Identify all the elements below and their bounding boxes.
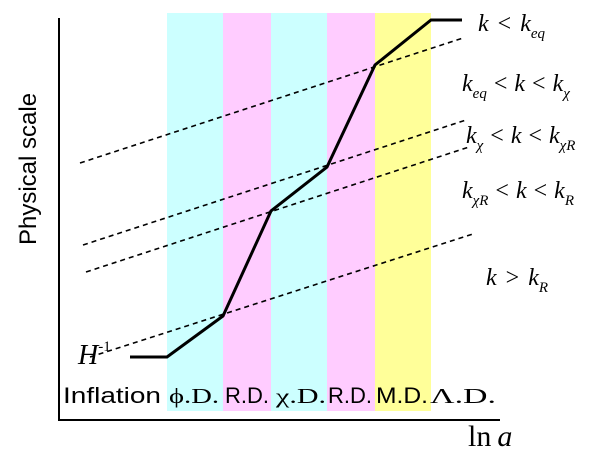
era-label-inflation: Inflation	[63, 383, 161, 408]
hubble-symbol: H	[77, 340, 100, 371]
x-axis-label-var: a	[497, 420, 512, 450]
mode-2-k: k	[514, 71, 525, 97]
mode-3-lower-sub: χ	[475, 138, 484, 154]
mode-line-1	[79, 37, 464, 164]
era-label-phi-dominated: ϕ.D.	[169, 384, 219, 408]
era-label-matter-dominated: M.D.	[376, 383, 428, 408]
hubble-exponent: -1	[98, 339, 111, 355]
era-label-lambda-dominated: Λ.D.	[430, 384, 496, 408]
mode-1-op: <	[498, 11, 512, 37]
mode-4-op-right: <	[534, 178, 548, 204]
mode-line-3	[85, 146, 470, 273]
hubble-radius-curve	[130, 18, 462, 359]
mode-3-k: k	[511, 123, 522, 149]
era-labels: Inflation ϕ.D. R.D. χ.D. R.D. M.D. Λ.D.	[63, 383, 496, 408]
mode-5-op: >	[506, 265, 520, 291]
mode-4-lower: k	[462, 178, 473, 204]
mode-5-bound-sub: R	[538, 280, 548, 296]
mode-3-upper: k	[549, 123, 560, 149]
era-band-phi-dominated	[167, 13, 223, 411]
mode-1-k: k	[478, 11, 489, 37]
mode-3-upper-sub: χR	[558, 138, 576, 154]
era-label-chi-dominated: χ.D.	[275, 384, 326, 408]
mode-1-bound: k	[520, 11, 531, 37]
mode-label-5: k > kR	[486, 265, 548, 296]
mode-3-op-left: <	[490, 123, 504, 149]
mode-4-k: k	[516, 178, 527, 204]
era-label-radiation-1: R.D.	[225, 383, 269, 408]
mode-3-lower: k	[466, 123, 477, 149]
mode-label-4: kχR < k < kR	[462, 178, 574, 209]
mode-4-lower-sub: χR	[471, 193, 489, 209]
mode-2-lower-sub: eq	[473, 86, 488, 102]
mode-2-upper: k	[553, 71, 564, 97]
y-axis-label: Physical scale	[15, 93, 42, 245]
axes	[58, 18, 500, 421]
hubble-radius-label: H-1	[77, 339, 111, 371]
era-bands	[167, 13, 431, 411]
mode-4-op-left: <	[495, 178, 509, 204]
era-band-radiation-2	[327, 13, 375, 411]
mode-label-3: kχ < k < kχR	[466, 123, 575, 154]
mode-3-op-right: <	[528, 123, 542, 149]
mode-2-op-left: <	[494, 71, 508, 97]
mode-2-upper-sub: χ	[561, 86, 570, 102]
mode-label-1: k < keq	[478, 11, 546, 42]
mode-line-2	[82, 119, 467, 246]
mode-2-op-right: <	[532, 71, 546, 97]
x-axis-label-fn: ln	[468, 420, 491, 450]
era-band-matter-dominated	[375, 13, 431, 411]
mode-1-bound-sub: eq	[531, 26, 546, 42]
era-label-radiation-2: R.D.	[328, 383, 372, 408]
mode-line-4	[89, 233, 474, 358]
era-band-chi-dominated	[271, 13, 327, 411]
mode-2-lower: k	[462, 71, 473, 97]
x-axis-label: ln a	[468, 420, 512, 450]
mode-4-upper-sub: R	[564, 193, 574, 209]
mode-label-2: keq < k < kχ	[462, 71, 570, 102]
era-band-radiation-1	[223, 13, 271, 411]
mode-lines	[79, 37, 474, 358]
mode-4-upper: k	[554, 178, 565, 204]
mode-5-bound: k	[528, 265, 539, 291]
mode-5-k: k	[486, 265, 497, 291]
